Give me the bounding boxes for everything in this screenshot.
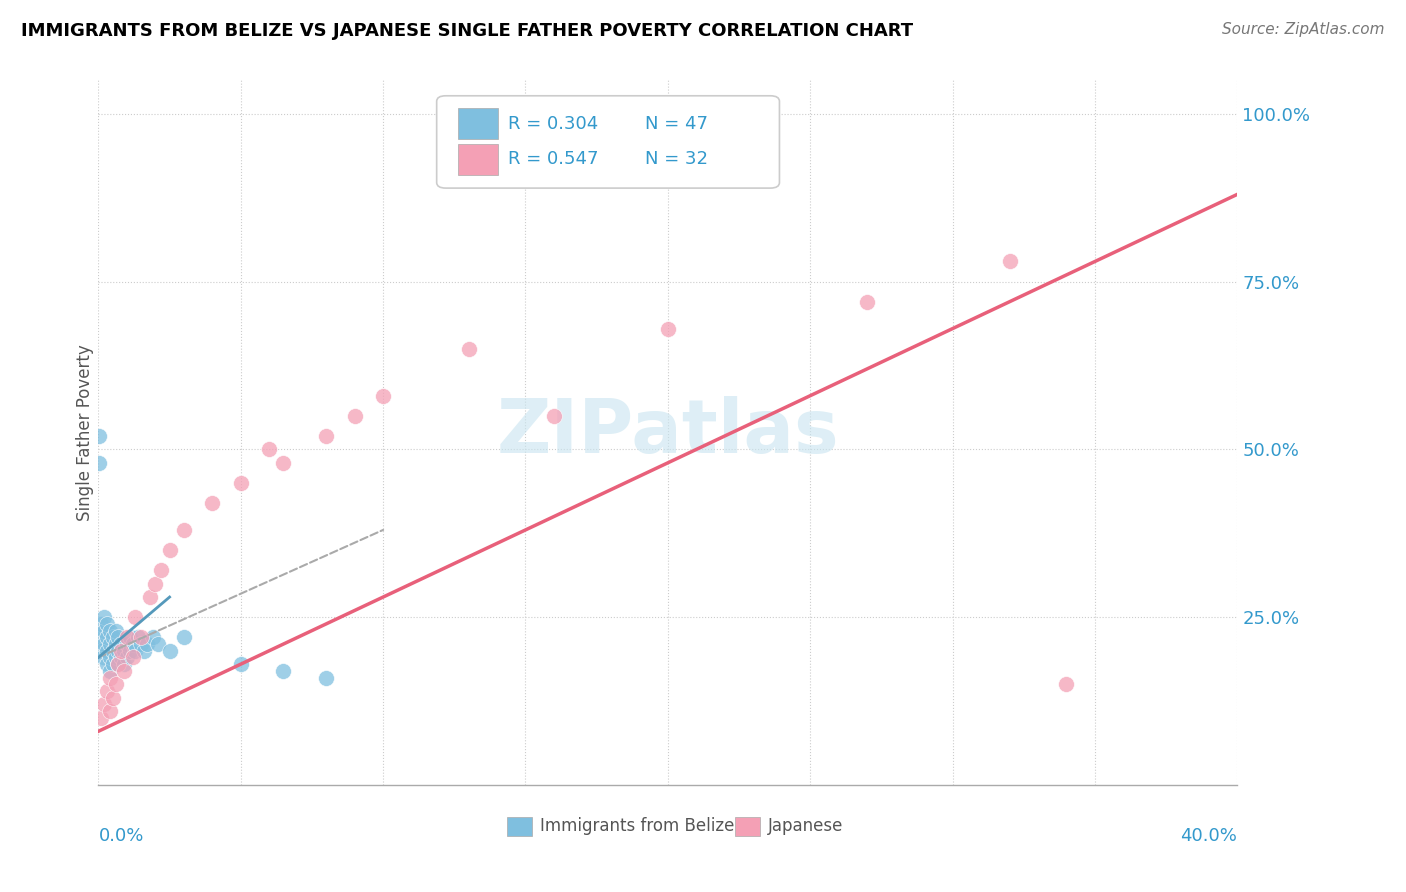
- Point: [93, 698, 115, 712]
- Point: [96, 616, 118, 631]
- Point: [96, 630, 118, 644]
- Point: [90, 711, 112, 725]
- Point: [1056, 677, 1078, 691]
- Point: [98, 637, 121, 651]
- Point: [115, 630, 138, 644]
- Point: [373, 389, 395, 403]
- Point: [104, 624, 127, 638]
- Point: [135, 637, 157, 651]
- Point: [98, 704, 121, 718]
- Point: [98, 664, 121, 678]
- Point: [145, 576, 167, 591]
- Point: [112, 657, 135, 672]
- Point: [101, 644, 124, 658]
- Point: [129, 637, 152, 651]
- Point: [127, 630, 149, 644]
- Point: [96, 644, 118, 658]
- Point: [115, 650, 138, 665]
- Point: [173, 630, 195, 644]
- Point: [315, 671, 337, 685]
- Text: R = 0.304: R = 0.304: [509, 115, 599, 133]
- Point: [124, 610, 146, 624]
- Text: ZIPatlas: ZIPatlas: [496, 396, 839, 469]
- Point: [150, 563, 173, 577]
- Point: [96, 657, 118, 672]
- Point: [118, 644, 141, 658]
- Point: [141, 630, 163, 644]
- Point: [93, 624, 115, 638]
- Point: [543, 409, 565, 423]
- Text: Source: ZipAtlas.com: Source: ZipAtlas.com: [1222, 22, 1385, 37]
- Y-axis label: Single Father Poverty: Single Father Poverty: [76, 344, 94, 521]
- Text: R = 0.547: R = 0.547: [509, 150, 599, 169]
- Point: [107, 644, 129, 658]
- Point: [112, 664, 135, 678]
- Point: [148, 637, 170, 651]
- Point: [107, 657, 129, 672]
- Point: [90, 616, 112, 631]
- Point: [343, 409, 366, 423]
- Point: [229, 657, 252, 672]
- Point: [159, 644, 181, 658]
- Point: [89, 456, 111, 470]
- Point: [98, 671, 121, 685]
- Point: [121, 650, 143, 665]
- Point: [93, 610, 115, 624]
- Point: [315, 429, 337, 443]
- Point: [110, 650, 132, 665]
- Point: [129, 630, 152, 644]
- Point: [173, 523, 195, 537]
- Point: [273, 664, 295, 678]
- Text: N = 47: N = 47: [645, 115, 709, 133]
- FancyBboxPatch shape: [508, 817, 533, 837]
- Point: [110, 637, 132, 651]
- Point: [112, 644, 135, 658]
- FancyBboxPatch shape: [458, 144, 498, 175]
- Point: [201, 496, 224, 510]
- Point: [138, 590, 160, 604]
- Point: [101, 657, 124, 672]
- Point: [104, 677, 127, 691]
- FancyBboxPatch shape: [458, 109, 498, 139]
- Point: [89, 630, 111, 644]
- Point: [87, 429, 110, 443]
- Point: [124, 644, 146, 658]
- Point: [856, 294, 879, 309]
- Point: [107, 657, 129, 672]
- FancyBboxPatch shape: [437, 95, 779, 188]
- Point: [101, 690, 124, 705]
- Point: [457, 342, 479, 356]
- Text: 0.0%: 0.0%: [98, 827, 143, 846]
- Point: [115, 637, 138, 651]
- Point: [121, 637, 143, 651]
- Text: 40.0%: 40.0%: [1181, 827, 1237, 846]
- Point: [93, 637, 115, 651]
- Text: Japanese: Japanese: [768, 817, 844, 835]
- Point: [657, 321, 679, 335]
- Point: [110, 644, 132, 658]
- Text: Immigrants from Belize: Immigrants from Belize: [540, 817, 735, 835]
- Point: [91, 650, 114, 665]
- Point: [107, 630, 129, 644]
- Point: [998, 254, 1021, 268]
- Point: [132, 644, 155, 658]
- Point: [96, 684, 118, 698]
- Point: [98, 650, 121, 665]
- Point: [229, 475, 252, 490]
- Point: [159, 543, 181, 558]
- Text: N = 32: N = 32: [645, 150, 709, 169]
- FancyBboxPatch shape: [735, 817, 761, 837]
- Point: [118, 630, 141, 644]
- Point: [273, 456, 295, 470]
- Point: [104, 650, 127, 665]
- Text: IMMIGRANTS FROM BELIZE VS JAPANESE SINGLE FATHER POVERTY CORRELATION CHART: IMMIGRANTS FROM BELIZE VS JAPANESE SINGL…: [21, 22, 914, 40]
- Point: [90, 644, 112, 658]
- Point: [98, 624, 121, 638]
- Point: [259, 442, 281, 457]
- Point: [104, 637, 127, 651]
- Point: [101, 630, 124, 644]
